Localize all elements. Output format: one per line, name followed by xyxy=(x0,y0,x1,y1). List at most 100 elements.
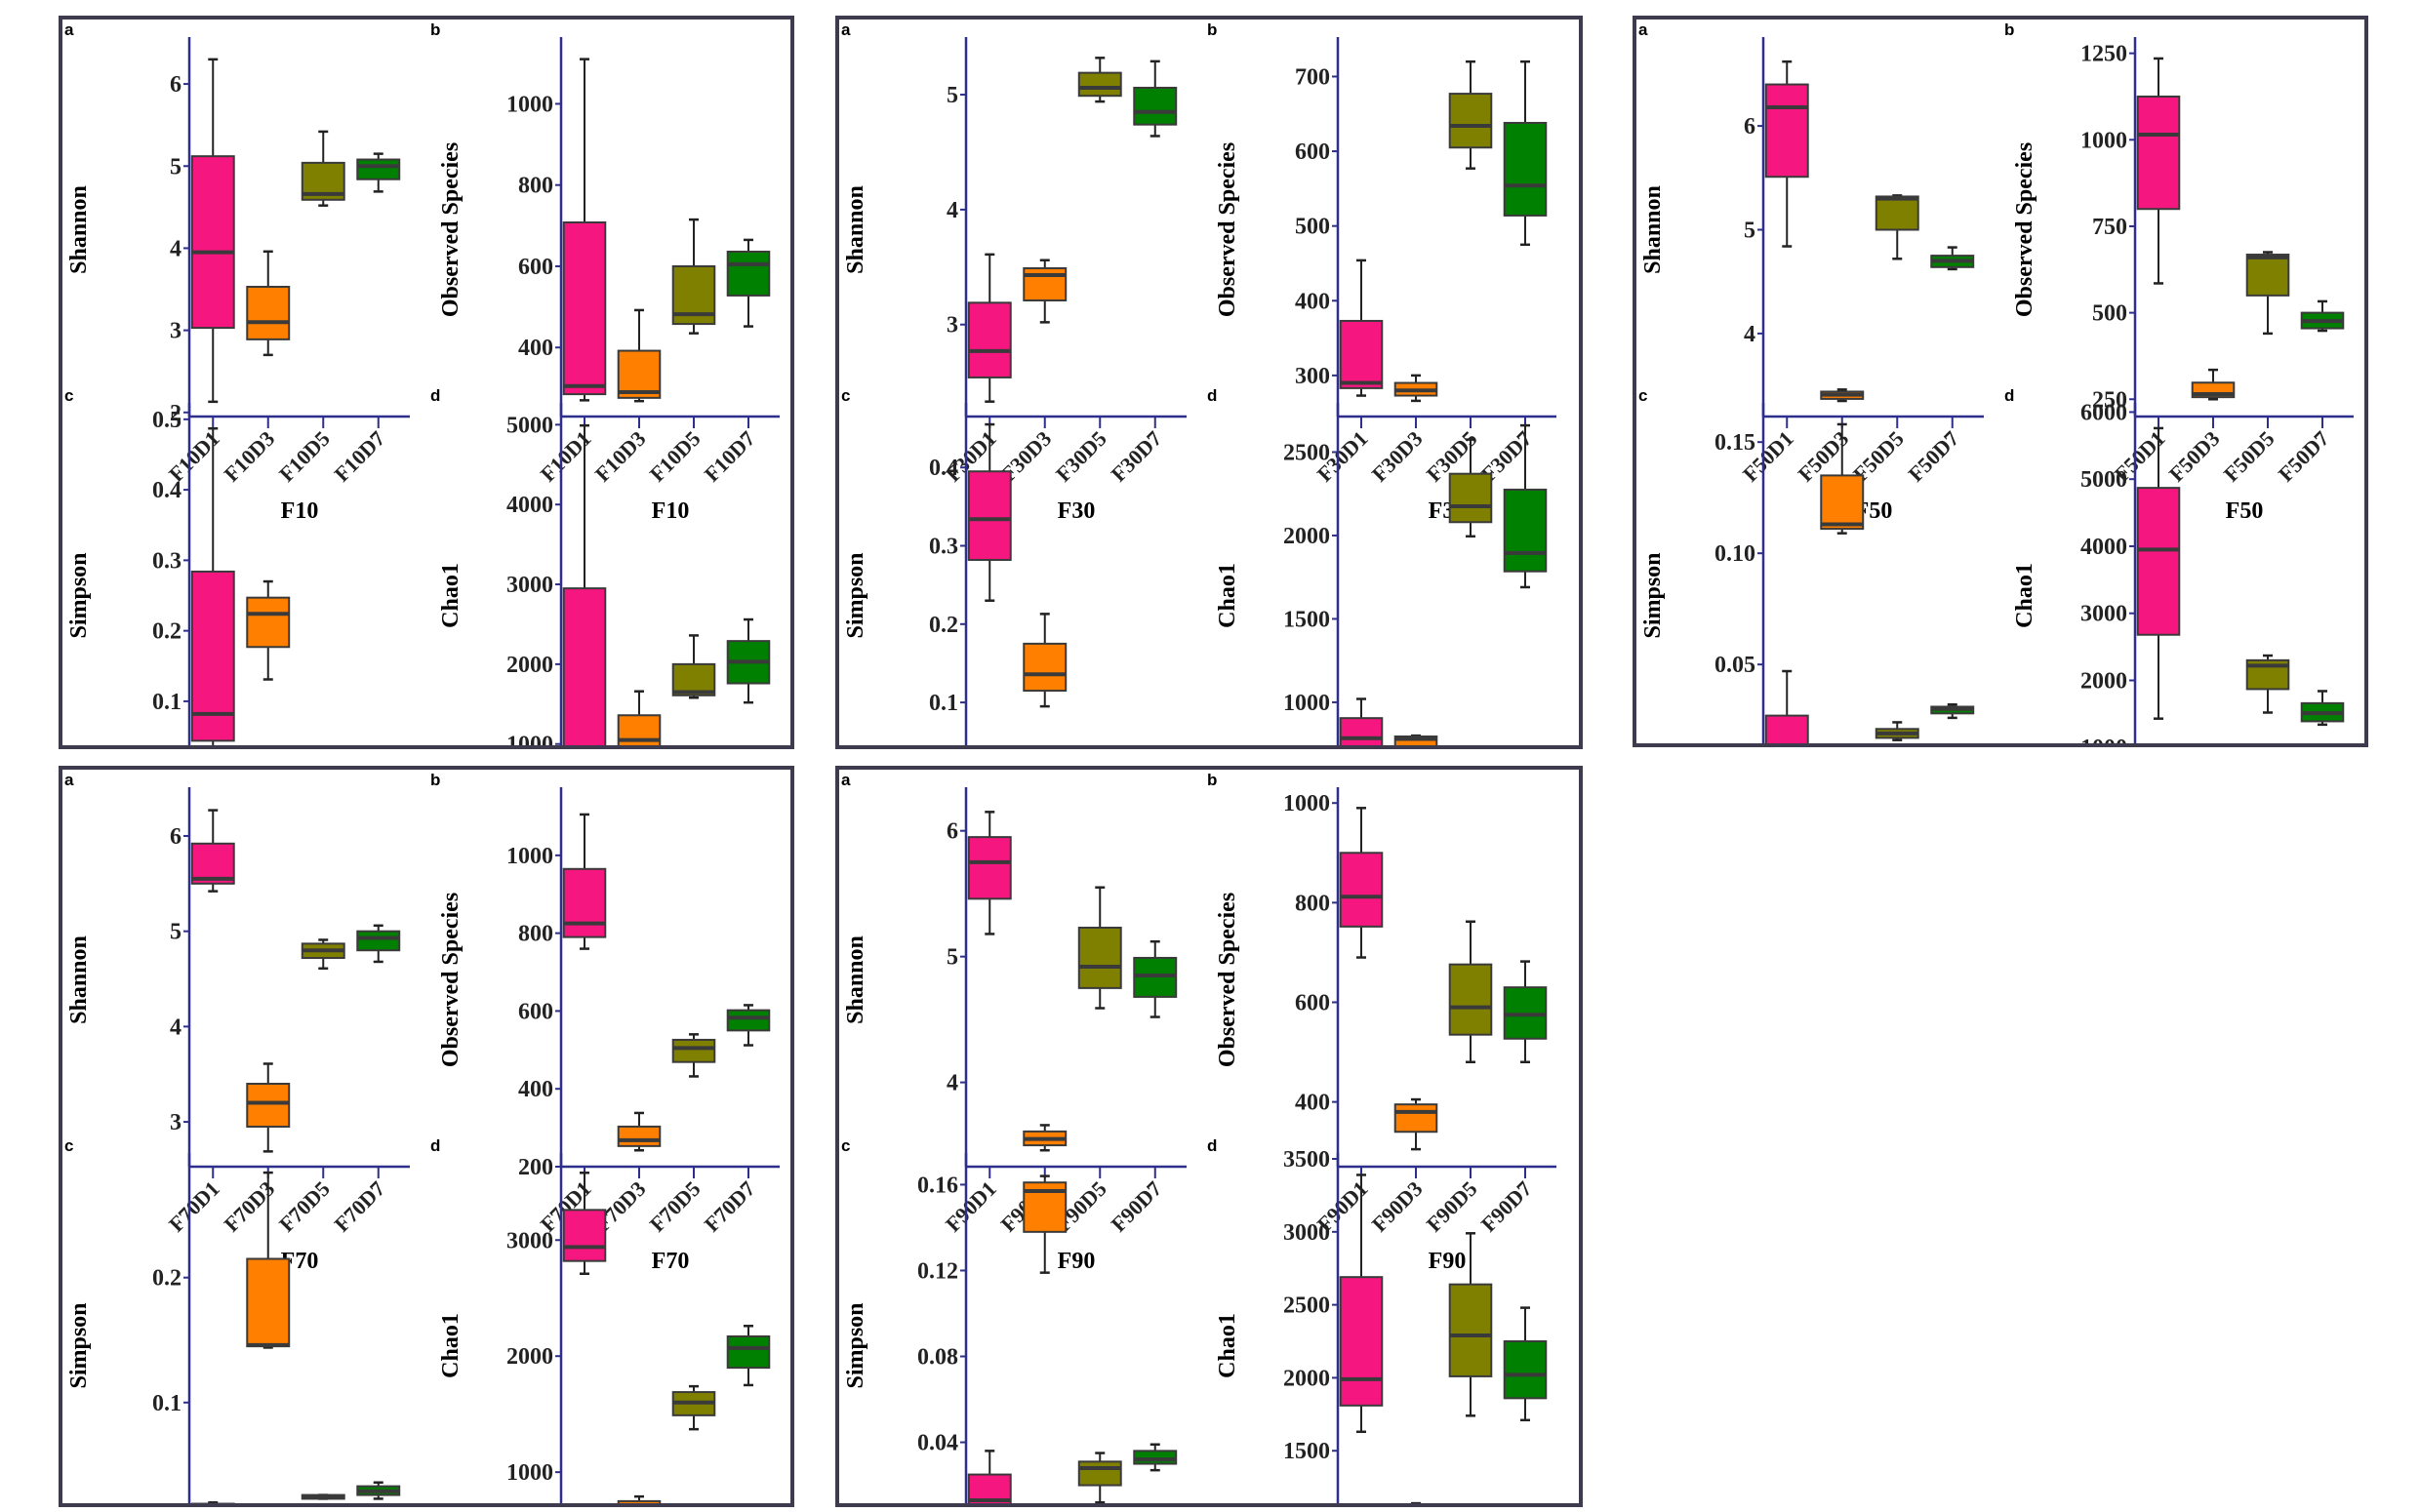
x-axis-title: F90 xyxy=(1058,1249,1096,1274)
box-iqr xyxy=(967,470,1012,561)
box-iqr xyxy=(190,155,235,330)
box-iqr xyxy=(2136,95,2181,211)
y-tick-label: 400 xyxy=(1295,289,1330,314)
y-tick-label: 6 xyxy=(1744,114,1755,139)
box-f30d1 xyxy=(1339,697,1384,745)
box-f50d5 xyxy=(2245,654,2290,714)
panel-letter: d xyxy=(1207,386,1217,405)
x-axis-title: F70 xyxy=(652,1249,690,1274)
box-f70d1 xyxy=(562,813,607,950)
box-iqr xyxy=(356,158,401,180)
y-tick-label: 5 xyxy=(1744,219,1755,244)
frame-svg-f30: a345ShannonF30D1F30D3F30D5F30D7F30b30040… xyxy=(841,20,1556,745)
panel-letter: b xyxy=(430,20,440,39)
box-f70d1 xyxy=(190,809,235,893)
y-tick-label: 0.2 xyxy=(929,613,958,638)
y-tick-label: 0.05 xyxy=(1714,653,1755,678)
box-f10d7 xyxy=(726,238,771,328)
y-axis-title: Observed Species xyxy=(1215,142,1240,317)
x-tick-label: F70D1 xyxy=(164,1176,224,1237)
box-f30d3 xyxy=(1393,734,1438,745)
panel-letter: d xyxy=(430,386,440,405)
x-tick-label: F10D5 xyxy=(645,426,706,487)
box-iqr xyxy=(1077,926,1122,989)
box-f90d1 xyxy=(1339,1174,1384,1434)
y-tick-label: 0.2 xyxy=(152,1266,182,1292)
y-axis-title: Simpson xyxy=(843,552,868,638)
y-tick-label: 1250 xyxy=(2080,42,2127,67)
box-iqr xyxy=(562,867,607,938)
box-iqr xyxy=(1077,1460,1122,1487)
y-tick-label: 0.4 xyxy=(152,478,182,503)
box-f30d1 xyxy=(1339,259,1384,397)
box-f70d5 xyxy=(301,938,345,971)
x-tick-label: F50D3 xyxy=(2164,426,2225,487)
y-tick-label: 500 xyxy=(1295,215,1330,240)
y-tick-label: 1000 xyxy=(1283,691,1330,716)
box-iqr xyxy=(1339,319,1384,389)
y-tick-label: 0.5 xyxy=(152,408,182,433)
y-tick-label: 2000 xyxy=(2080,668,2127,694)
y-tick-label: 750 xyxy=(2092,215,2127,240)
box-iqr xyxy=(1133,86,1178,126)
box-iqr xyxy=(726,1334,771,1370)
y-axis-title: Simpson xyxy=(66,552,92,638)
box-f90d7 xyxy=(1133,1443,1178,1472)
box-f10d3 xyxy=(246,579,291,681)
box-f10d3 xyxy=(617,308,662,403)
box-iqr xyxy=(2245,254,2290,297)
box-iqr xyxy=(562,1209,607,1262)
box-iqr xyxy=(1820,474,1865,531)
y-tick-label: 5 xyxy=(947,83,958,108)
y-tick-label: 0.15 xyxy=(1714,430,1755,456)
y-tick-label: 3000 xyxy=(506,573,553,598)
box-f90d5 xyxy=(1448,1232,1493,1417)
box-f50d3 xyxy=(1820,388,1865,403)
x-tick-label: F70D5 xyxy=(274,1176,335,1237)
box-iqr xyxy=(967,301,1012,378)
box-f30d7 xyxy=(1133,60,1178,138)
box-f70d7 xyxy=(726,1004,771,1047)
y-tick-label: 700 xyxy=(1295,64,1330,90)
box-f10d7 xyxy=(726,617,771,704)
x-axis-title: F90 xyxy=(1429,1249,1467,1274)
frame-svg-f70: a3456ShannonF70D1F70D3F70D5F70D7F70b2004… xyxy=(64,771,780,1503)
box-iqr xyxy=(1339,1276,1384,1407)
panel-frame-f70: a 3 4 5 6 Shannon F70D1 F70D3 F70D5 F70D7 F70 b 200 4… xyxy=(59,766,794,1507)
x-tick-label: F70D3 xyxy=(220,1176,280,1237)
box-f50d7 xyxy=(1930,702,1975,720)
subplot-d: d100020003000Chao1F70D1F70D3F70D5F70D7F7… xyxy=(430,1136,771,1503)
box-f70d7 xyxy=(356,1481,401,1500)
box-f30d1 xyxy=(967,422,1012,602)
box-f10d5 xyxy=(301,130,345,207)
box-f50d7 xyxy=(1930,246,1975,271)
y-tick-label: 600 xyxy=(518,999,553,1024)
y-tick-label: 0.04 xyxy=(917,1431,958,1456)
x-axis-title: F10 xyxy=(652,498,690,524)
x-tick-label: F10D5 xyxy=(274,426,335,487)
box-iqr xyxy=(617,1499,662,1503)
y-tick-label: 600 xyxy=(518,255,553,280)
box-f50d5 xyxy=(1875,194,1919,260)
box-f70d3 xyxy=(617,1111,662,1152)
box-f90d1 xyxy=(1339,807,1384,959)
y-tick-label: 2000 xyxy=(1283,524,1330,549)
box-iqr xyxy=(1503,1340,1548,1400)
box-iqr xyxy=(246,1257,291,1348)
panel-letter: a xyxy=(841,771,851,789)
y-axis-title: Chao1 xyxy=(1215,1313,1240,1378)
box-f70d7 xyxy=(356,924,401,964)
y-tick-label: 4 xyxy=(170,1015,182,1040)
y-tick-label: 4 xyxy=(170,236,182,261)
y-tick-label: 2500 xyxy=(1283,1293,1330,1319)
x-axis-title: F50 xyxy=(2226,498,2264,524)
box-f90d7 xyxy=(1503,960,1548,1064)
y-tick-label: 0.2 xyxy=(152,619,182,645)
y-tick-label: 2000 xyxy=(506,653,553,678)
box-f30d1 xyxy=(967,253,1012,403)
box-f90d3 xyxy=(1393,1097,1438,1151)
y-tick-label: 4 xyxy=(1744,322,1755,347)
